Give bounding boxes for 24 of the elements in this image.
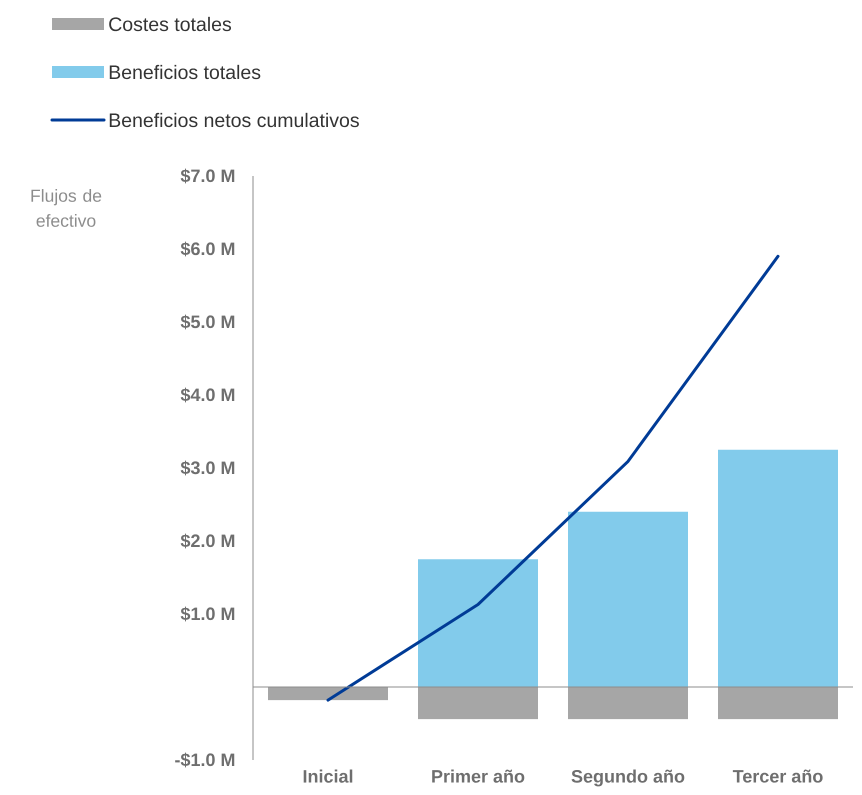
bar [418, 686, 538, 720]
x-tick-label: Segundo año [572, 770, 684, 786]
y-tick-label: $3.0 M [180, 460, 234, 476]
x-tick-label: Tercer año [732, 770, 823, 783]
x-tick-label: Inicial [304, 770, 352, 783]
bar [268, 686, 388, 700]
bar [568, 512, 688, 687]
bar [718, 450, 838, 687]
legend-label: Beneficios totales [110, 64, 260, 80]
legend-label: Costes totales [109, 16, 232, 32]
bar [718, 686, 838, 720]
y-tick-label: $2.0 M [180, 534, 234, 548]
line-series [326, 254, 780, 702]
y-tick-label: -$1.0 M [175, 752, 234, 768]
y-tick-label: $4.0 M [180, 388, 234, 402]
bar [568, 686, 688, 720]
y-tick-label: $6.0 M [180, 242, 234, 256]
legend-label: Beneficios netos cumulativos [110, 112, 359, 128]
x-tick-label: Primer año [432, 770, 524, 783]
bar [418, 559, 538, 687]
y-tick-label: $1.0 M [180, 606, 234, 622]
y-axis-title: Flujos de efectivo [31, 189, 102, 227]
y-tick-label: $7.0 M [180, 168, 234, 184]
y-tick-label: $5.0 M [180, 314, 234, 330]
